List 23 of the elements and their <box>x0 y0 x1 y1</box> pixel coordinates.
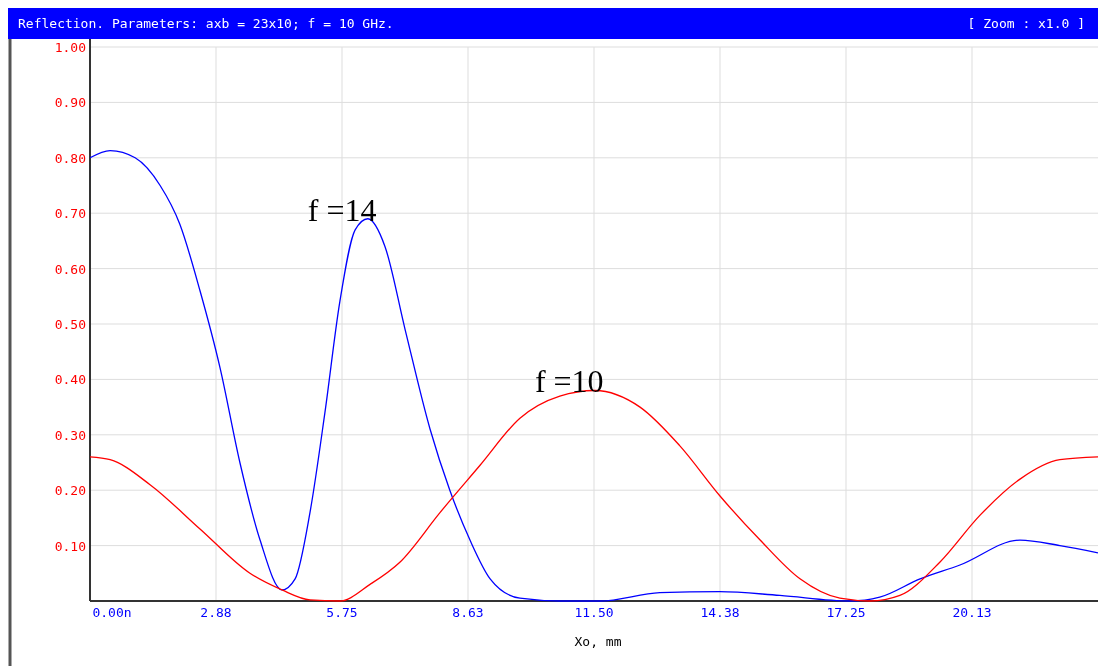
x-tick-label: 14.38 <box>700 605 740 620</box>
y-tick-label: 0.80 <box>54 150 86 166</box>
chart-subtitle: [ Zoom : x1.0 ] <box>967 16 1085 31</box>
y-tick-label: 0.70 <box>54 206 86 222</box>
x-tick-label: 20.13 <box>952 605 992 620</box>
x-axis-title: Xo, mm <box>574 634 622 649</box>
x-tick-label: 5.75 <box>326 605 358 620</box>
y-tick-label: 1.00 <box>54 40 86 55</box>
x-tick-label: 2.88 <box>200 605 232 620</box>
chart-title: Reflection. Parameters: axb = 23x10; f = 10 GHz. <box>18 16 394 31</box>
y-tick-label: 0.40 <box>54 372 86 388</box>
y-tick-label: 0.60 <box>54 261 86 277</box>
annotation: f =14 <box>307 191 377 228</box>
y-tick-label: 0.90 <box>54 95 86 111</box>
annotation: f =10 <box>534 363 604 400</box>
y-tick-label: 0.50 <box>54 317 86 332</box>
y-tick-label: 0.10 <box>54 538 86 554</box>
x-tick-label: 8.63 <box>452 605 484 620</box>
x-tick-label: 0.00n <box>92 605 132 620</box>
x-tick-label: 17.25 <box>826 605 866 620</box>
y-tick-label: 0.20 <box>54 483 86 499</box>
x-tick-label: 11.50 <box>574 605 614 620</box>
y-tick-label: 0.30 <box>54 427 86 443</box>
